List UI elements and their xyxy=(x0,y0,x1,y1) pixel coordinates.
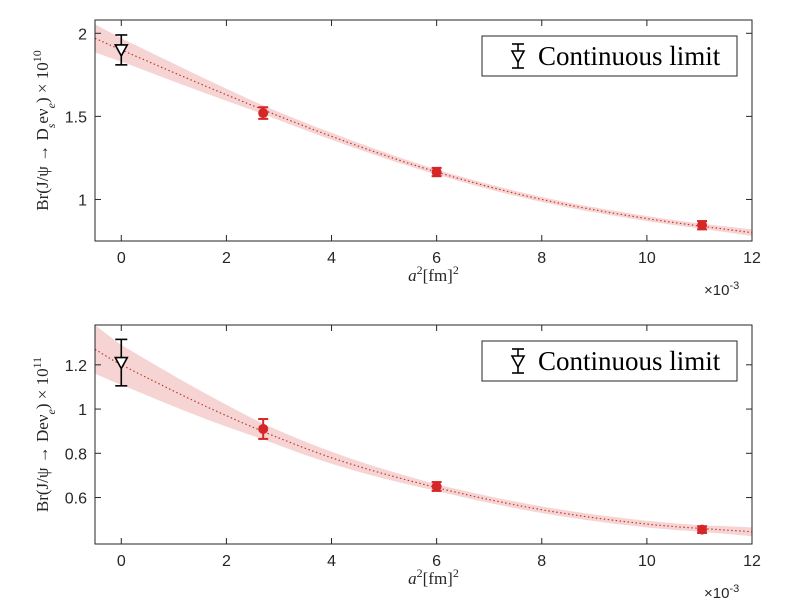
y-tick-label: 1.2 xyxy=(65,358,87,375)
chart-bottom: 0 2 4 6 8 10 12 0.6 0.8 1 1.2 a2[fm]2 ×10-3 Br(J/ψ → … xyxy=(30,324,761,602)
x-tick-label: 0 xyxy=(117,250,126,267)
x-tick-label: 10 xyxy=(638,250,656,267)
legend-box xyxy=(481,35,738,77)
x-axis-multiplier: ×10-3 xyxy=(704,583,739,602)
legend-marker xyxy=(510,355,526,369)
lattice-data-point xyxy=(431,167,442,178)
x-tick-label: 6 xyxy=(432,553,441,570)
fit-curve xyxy=(94,348,753,533)
lattice-data-point xyxy=(431,481,442,492)
axes-box xyxy=(94,19,753,242)
legend-box xyxy=(481,340,738,382)
x-tick-label: 4 xyxy=(327,553,336,570)
y-tick-label: 1.5 xyxy=(65,109,87,126)
y-tick-label: 0.6 xyxy=(65,491,87,508)
legend-label: Continuous limit xyxy=(538,346,721,376)
y-axis-label: Br(J/ψ → Dseνe) × 1010 xyxy=(30,50,58,210)
x-tick-label: 4 xyxy=(327,250,336,267)
x-tick-label: 12 xyxy=(743,250,761,267)
continuous-limit-point xyxy=(113,44,129,58)
x-tick-label: 6 xyxy=(432,250,441,267)
x-axis-label: a2[fm]2 xyxy=(408,263,459,285)
axes-box xyxy=(94,324,753,545)
lattice-data-point xyxy=(258,423,269,434)
x-tick-label: 2 xyxy=(222,250,231,267)
lattice-data-point xyxy=(697,524,708,535)
y-tick-label: 1 xyxy=(78,192,87,209)
fit-curve xyxy=(94,37,753,234)
x-tick-label: 8 xyxy=(537,553,546,570)
legend-label: Continuous limit xyxy=(538,41,721,71)
x-tick-label: 10 xyxy=(638,553,656,570)
x-tick-label: 2 xyxy=(222,553,231,570)
y-tick-label: 1 xyxy=(78,402,87,419)
y-axis-label: Br(J/ψ → Deνe) × 1011 xyxy=(30,357,58,512)
y-tick-label: 0.8 xyxy=(65,446,87,463)
x-axis-label: a2[fm]2 xyxy=(408,566,459,588)
legend-marker xyxy=(510,50,526,64)
x-axis-multiplier: ×10-3 xyxy=(704,280,739,299)
x-tick-label: 8 xyxy=(537,250,546,267)
y-tick-label: 2 xyxy=(78,26,87,43)
lattice-data-point xyxy=(258,108,269,119)
x-tick-label: 12 xyxy=(743,553,761,570)
x-tick-label: 0 xyxy=(117,553,126,570)
continuous-limit-point xyxy=(113,356,129,371)
chart-top: 0 2 4 6 8 10 12 1 1.5 2 a2[fm]2 ×10-3 Br(J/ψ → Dseνe… xyxy=(30,19,761,299)
lattice-data-point xyxy=(697,220,708,231)
